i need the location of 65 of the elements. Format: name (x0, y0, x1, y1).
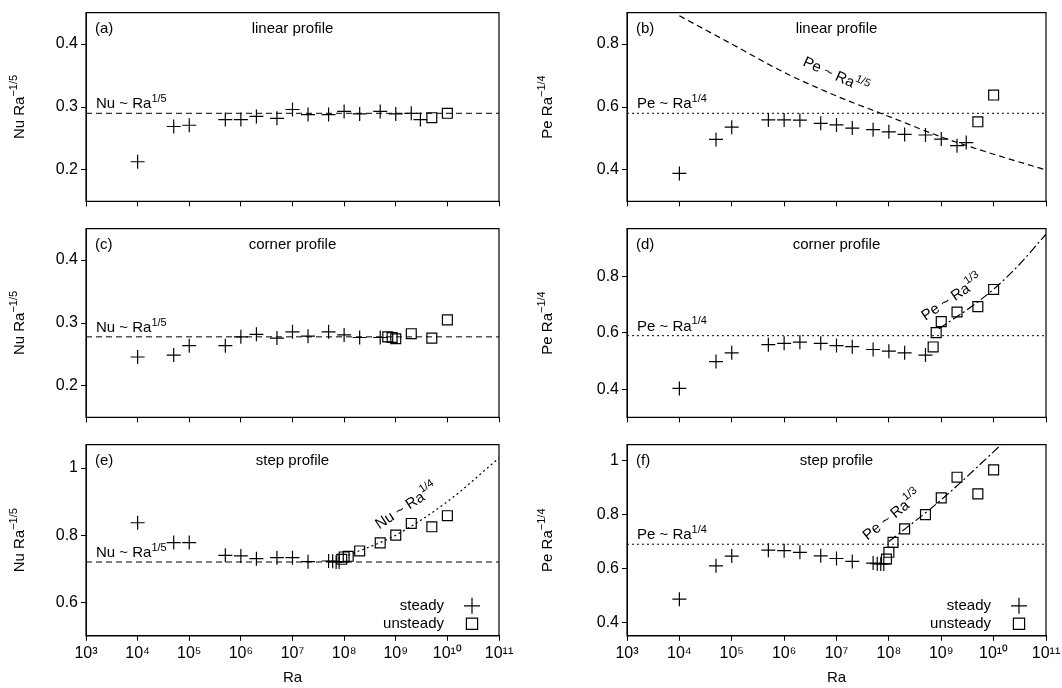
y-tick-label: 0.3 (55, 97, 79, 115)
x-tick-label: 10⁵ (177, 643, 202, 661)
x-tick-label: 10⁶ (771, 643, 797, 661)
x-axis-title: Ra (282, 668, 303, 685)
y-tick-label: 0.6 (55, 592, 79, 610)
y-tick-label: 0.4 (596, 160, 620, 178)
y-tick-label: 0.4 (596, 379, 620, 397)
x-axis-title: Ra (826, 668, 847, 685)
y-axis-title: Nu Ra−1/5 (6, 290, 28, 356)
y-axis-title: Pe Ra−1/4 (534, 291, 556, 355)
annotation: (f) (636, 450, 651, 468)
x-tick-label: 10¹⁰ (432, 643, 462, 661)
y-tick-label: 0.3 (55, 313, 79, 331)
x-tick-label: 10⁴ (667, 643, 692, 661)
y-tick-label: 0.4 (596, 612, 620, 630)
annotation: (d) (636, 234, 655, 252)
x-tick-label: 10⁹ (383, 643, 409, 661)
y-tick-label: 0.8 (596, 266, 620, 284)
x-tick-label: 10³ (74, 643, 99, 661)
annotation: (c) (95, 234, 113, 252)
chart-title: linear profile (795, 18, 878, 36)
y-tick-label: 0.4 (55, 250, 79, 268)
x-tick-label: 10⁵ (719, 643, 744, 661)
x-tick-label: 10³ (615, 643, 640, 661)
y-tick-label: 0.8 (596, 505, 620, 523)
x-tick-label: 10⁹ (928, 643, 954, 661)
annotation: Pe ~ Ra1/5 (800, 52, 873, 91)
legend-label: steady (946, 595, 992, 613)
y-tick-label: 1 (610, 451, 620, 469)
annotation: Pe ~ Ra1/3 (917, 267, 981, 324)
legend-label: steady (399, 595, 445, 613)
annotation: (b) (636, 18, 655, 36)
x-tick-label: 10⁷ (280, 643, 305, 661)
x-tick-label: 10¹¹ (1031, 643, 1061, 661)
y-tick-label: 0.6 (596, 97, 620, 115)
x-tick-label: 10⁸ (331, 643, 357, 661)
y-tick-label: 0.4 (55, 34, 79, 52)
y-tick-label: 0.6 (596, 323, 620, 341)
annotation: Nu ~ Ra1/4 (371, 476, 436, 532)
chart-title: step profile (799, 450, 874, 468)
x-tick-label: 10⁴ (125, 643, 151, 661)
x-tick-label: 10¹⁰ (979, 643, 1009, 661)
y-tick-label: 0.8 (596, 34, 620, 52)
y-tick-label: 0.2 (55, 160, 79, 178)
chart-title: corner profile (792, 234, 881, 252)
legend-label: unsteady (383, 613, 445, 631)
x-tick-label: 10⁸ (876, 643, 902, 661)
y-axis-title: Pe Ra−1/4 (534, 75, 556, 139)
y-axis-title: Pe Ra−1/4 (534, 508, 556, 572)
y-axis-title: Nu Ra−1/5 (6, 74, 28, 140)
y-tick-label: 1 (69, 458, 79, 476)
legend-label: unsteady (930, 613, 992, 631)
x-tick-label: 10⁷ (824, 643, 849, 661)
y-tick-label: 0.6 (596, 558, 620, 576)
chart-title: linear profile (251, 18, 334, 36)
y-axis-title: Nu Ra−1/5 (6, 508, 28, 573)
annotation: (e) (95, 450, 114, 468)
x-tick-label: 10¹¹ (484, 643, 514, 661)
annotation: (a) (95, 18, 114, 36)
annotation: Pe ~ Ra1/3 (858, 483, 919, 544)
y-tick-label: 0.2 (55, 376, 79, 394)
y-tick-label: 0.8 (55, 525, 79, 543)
chart-title: corner profile (248, 234, 337, 252)
x-tick-label: 10⁶ (228, 643, 254, 661)
chart-title: step profile (255, 450, 330, 468)
